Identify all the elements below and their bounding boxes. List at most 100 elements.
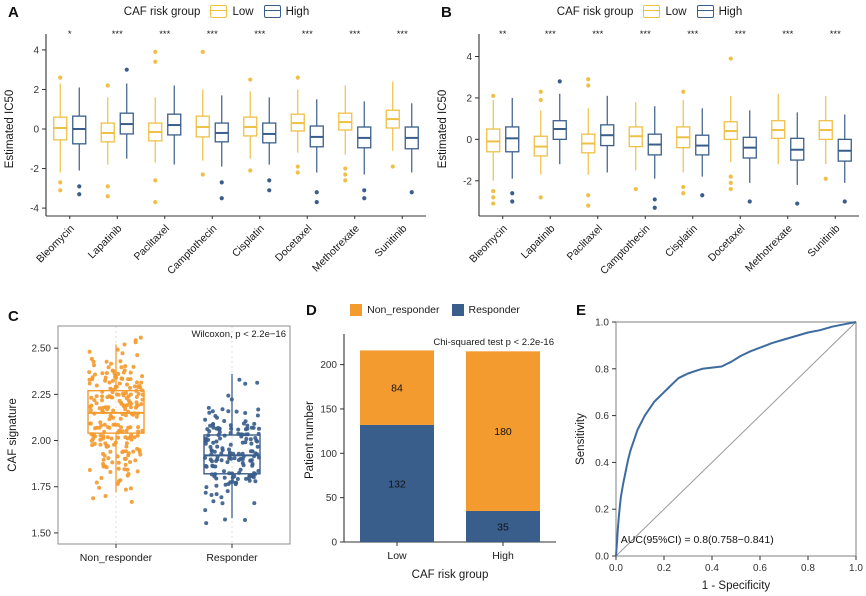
y-axis-label: Estimated IC50 (4, 90, 16, 169)
plot-frame (57, 325, 291, 545)
jitter-point (91, 359, 96, 364)
jitter-point (212, 449, 217, 454)
box (552, 120, 567, 141)
jitter-point (126, 451, 131, 456)
jitter-point (111, 378, 115, 383)
significance-stars: *** (830, 29, 841, 40)
jitter-point (251, 474, 256, 479)
x-tick-label: Low (387, 550, 407, 562)
jitter-point (209, 493, 214, 497)
jitter-point (120, 351, 125, 356)
jitter-point (109, 395, 113, 400)
x-tick-label: Paclitaxel (565, 223, 605, 263)
jitter-point (120, 376, 125, 381)
panel-a-boxplot-chart: -4 -2 0 2 4 Estimated IC50 * Bleomycin *** Lapati… (4, 29, 426, 277)
svg-text:1.75: 1.75 (32, 482, 52, 493)
jitter-point (116, 460, 121, 465)
outlier-point (823, 176, 828, 181)
outlier-point (728, 180, 733, 185)
outlier-point (842, 199, 847, 204)
jitter-point (135, 380, 139, 385)
svg-text:0.0: 0.0 (609, 563, 623, 574)
jitter-point (113, 422, 117, 427)
significance-stars: *** (545, 29, 556, 40)
jitter-point (252, 501, 257, 506)
jitter-point (123, 487, 128, 492)
outlier-point (58, 75, 63, 80)
jitter-point (118, 416, 123, 421)
svg-text:0: 0 (331, 538, 337, 549)
jitter-point (252, 421, 257, 426)
significance-stars: *** (592, 29, 603, 40)
jitter-point (203, 417, 208, 422)
jitter-point (220, 407, 225, 412)
jitter-point (104, 359, 109, 364)
outlier-point (390, 164, 395, 169)
outlier-point (409, 190, 414, 195)
outlier-point (795, 201, 800, 206)
x-tick-label: Docetaxel (273, 223, 315, 265)
jitter-point (115, 454, 120, 459)
jitter-point (90, 377, 95, 382)
jitter-point (90, 443, 95, 448)
jitter-point (102, 453, 107, 458)
outlier-point (58, 188, 63, 193)
jitter-point (225, 460, 230, 465)
jitter-point (233, 481, 238, 485)
jitter-point (119, 365, 124, 370)
jitter-point (134, 405, 138, 410)
jitter-point (133, 458, 138, 463)
jitter-point (87, 349, 92, 354)
outlier-point (728, 174, 733, 179)
jitter-point (136, 425, 141, 430)
jitter-point (213, 464, 218, 469)
jitter-point (110, 368, 115, 373)
segment-count: 132 (388, 478, 406, 490)
jitter-point (257, 426, 261, 431)
stat-annotation: Wilcoxon, p < 2.2e−16 (191, 329, 286, 340)
jitter-point (244, 437, 249, 441)
jitter-point (123, 413, 128, 418)
x-tick-label: Sunitinib (805, 223, 842, 260)
jitter-point (232, 456, 237, 461)
jitter-point (230, 475, 235, 480)
outlier-point (343, 178, 348, 183)
non-responder-segment (466, 351, 540, 511)
x-tick-label: Methotrexate (310, 223, 362, 275)
outlier-point (681, 184, 686, 190)
high-boxplot-swatch (696, 5, 714, 18)
jitter-point (131, 449, 136, 454)
outlier-point (295, 75, 300, 80)
jitter-point (116, 435, 121, 440)
jitter-point (117, 381, 122, 386)
jitter-point (215, 444, 220, 449)
panel-e: E 0.0 0.0 0.2 0.2 0.4 0.4 0.6 0.6 0.8 0.8 1.0 1.0 AU… (570, 300, 866, 596)
x-tick-label: Responder (206, 552, 258, 564)
jitter-point (122, 342, 127, 347)
jitter-point (116, 466, 121, 471)
jitter-point (135, 469, 140, 474)
non-responder-swatch (350, 304, 363, 316)
x-tick-label: High (492, 550, 514, 562)
jitter-point (121, 391, 125, 396)
jitter-point (222, 419, 227, 423)
svg-text:1.50: 1.50 (32, 528, 52, 539)
jitter-point (93, 372, 97, 377)
x-tick-label: Camptothecin (598, 223, 652, 277)
jitter-point (208, 445, 213, 449)
jitter-point (98, 420, 103, 425)
jitter-point (87, 468, 92, 472)
responder-segment (466, 510, 540, 542)
outlier-point (267, 178, 272, 183)
outlier-point (538, 97, 543, 103)
jitter-point (108, 386, 113, 391)
svg-text:0.6: 0.6 (595, 411, 609, 422)
y-axis-label: Estimated IC50 (437, 90, 449, 169)
svg-text:4: 4 (33, 45, 39, 56)
jitter-point (139, 380, 144, 385)
jitter-point (103, 378, 108, 383)
jitter-point (100, 394, 105, 399)
jitter-point (245, 426, 250, 431)
jitter-point (104, 371, 109, 375)
jitter-point (138, 335, 143, 340)
